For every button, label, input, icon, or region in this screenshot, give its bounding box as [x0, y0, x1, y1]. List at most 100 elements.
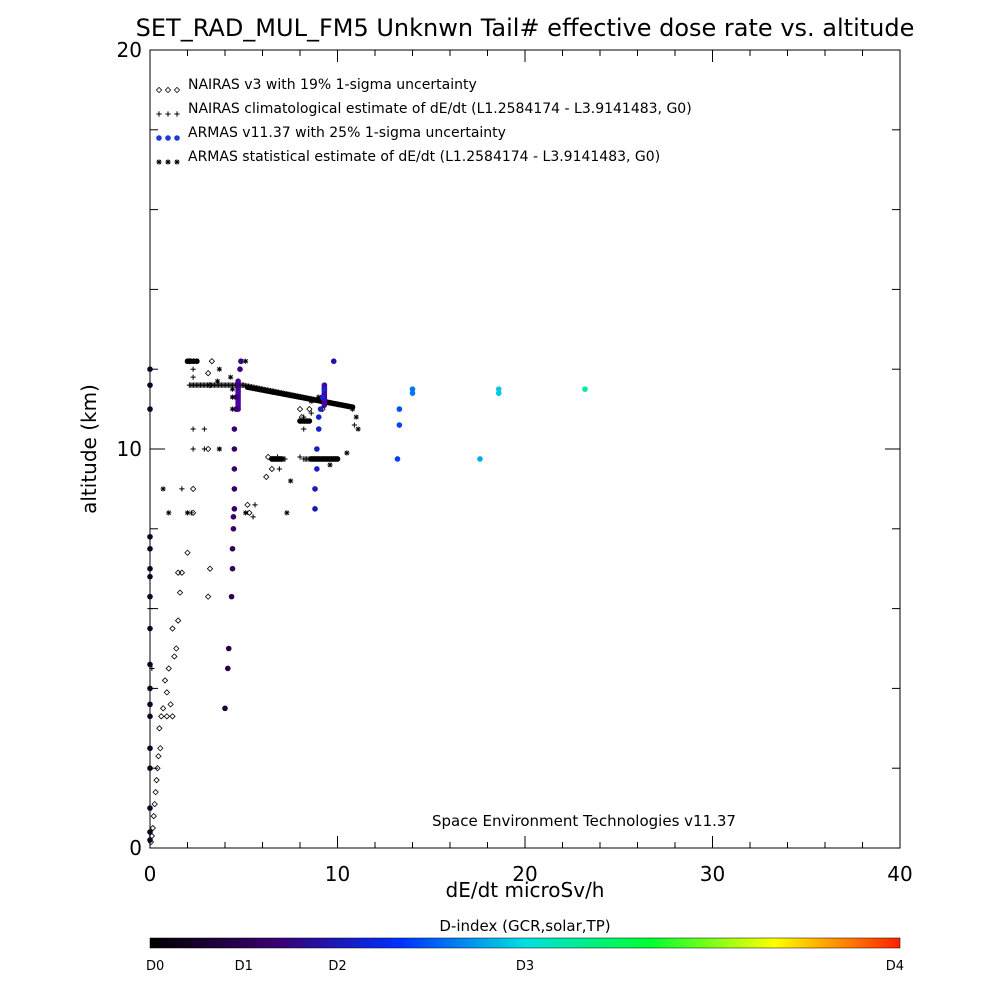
- data-point: [312, 506, 318, 512]
- data-point: [229, 394, 236, 400]
- x-tick-label: 30: [700, 862, 725, 886]
- data-point: [147, 829, 153, 835]
- data-point: [158, 713, 165, 720]
- data-point: [173, 645, 180, 652]
- data-point: [231, 466, 238, 472]
- data-point: [147, 701, 153, 708]
- data-point: [351, 422, 357, 428]
- data-point: [154, 765, 161, 772]
- data-point: [167, 701, 174, 708]
- data-point: [178, 569, 186, 576]
- data-point: [308, 410, 314, 416]
- legend-label: NAIRAS v3 with 19% 1-sigma uncertainty: [188, 77, 477, 93]
- data-point: [231, 446, 238, 452]
- legend-marker: [165, 159, 171, 165]
- data-point: [147, 745, 153, 752]
- data-point: [190, 446, 196, 452]
- data-point: [229, 565, 236, 572]
- data-point: [204, 370, 212, 377]
- legend-marker: [156, 111, 162, 117]
- data-point: [204, 445, 212, 453]
- data-point: [409, 386, 416, 392]
- data-point: [233, 406, 240, 412]
- legend-marker: [156, 159, 162, 165]
- legend-marker: [156, 135, 162, 141]
- data-point: [284, 510, 290, 516]
- data-point: [186, 358, 193, 365]
- data-point: [216, 366, 222, 372]
- data-point: [147, 406, 153, 412]
- trace-point: [321, 382, 328, 388]
- data-point: [147, 713, 153, 720]
- data-point: [225, 645, 232, 652]
- data-point: [165, 665, 172, 672]
- legend-label: NAIRAS climatological estimate of dE/dt …: [188, 101, 692, 117]
- data-point: [246, 509, 253, 517]
- x-tick-label: 40: [887, 862, 912, 886]
- data-point: [147, 573, 153, 580]
- data-point: [237, 366, 243, 373]
- data-point: [229, 406, 236, 412]
- data-point: [190, 366, 196, 372]
- plot-area: 0 10 20 30 40 0 10 20: [117, 38, 913, 886]
- data-point: [166, 510, 172, 516]
- data-point: [147, 837, 153, 843]
- data-point: [315, 414, 322, 420]
- data-point: [190, 374, 196, 380]
- axis-ticks: [149, 49, 901, 849]
- colorbar: [149, 937, 901, 949]
- chart-title: SET_RAD_MUL_FM5 Unknwn Tail# effective d…: [136, 14, 915, 42]
- data-point: [206, 565, 214, 572]
- legend-marker: [174, 159, 180, 165]
- legend-marker: [155, 86, 163, 94]
- data-point: [176, 589, 184, 596]
- data-point: [149, 665, 155, 672]
- data-point: [233, 394, 240, 400]
- data-point: [150, 812, 157, 820]
- legend: NAIRAS v3 with 19% 1-sigma uncertainty NA…: [155, 77, 692, 165]
- legend-marker: [173, 86, 181, 94]
- data-point: [147, 593, 153, 600]
- data-point: [208, 358, 216, 365]
- data-point: [231, 506, 238, 512]
- data-point: [160, 486, 166, 492]
- data-point: [327, 462, 333, 468]
- data-point: [296, 405, 304, 413]
- data-point: [317, 406, 324, 412]
- data-point: [297, 454, 303, 460]
- data-point: [230, 514, 237, 520]
- data-point: [152, 788, 159, 796]
- data-point: [174, 569, 182, 576]
- legend-marker: [174, 135, 180, 141]
- data-point: [161, 677, 169, 684]
- data-point: [243, 510, 249, 516]
- data-point: [495, 390, 502, 396]
- data-point: [147, 545, 153, 552]
- data-point: [174, 617, 182, 624]
- data-point: [231, 486, 238, 492]
- data-point: [204, 593, 212, 600]
- data-point: [216, 446, 222, 452]
- colorbar-label: D4: [886, 959, 904, 974]
- data-point: [184, 510, 191, 516]
- data-point: [301, 426, 307, 432]
- data-point: [147, 606, 153, 612]
- trace-point: [194, 358, 200, 365]
- x-axis-title: dE/dt microSv/h: [446, 878, 605, 902]
- data-point: [190, 426, 196, 432]
- data-point: [147, 805, 153, 811]
- colorbar-label: D0: [146, 959, 164, 974]
- data-point: [264, 453, 272, 461]
- data-point: [189, 485, 197, 493]
- colorbar-label: D2: [328, 959, 346, 974]
- data-marks: [147, 358, 588, 846]
- data-point: [147, 685, 153, 692]
- data-point: [301, 414, 307, 420]
- data-point: [147, 661, 153, 668]
- data-point: [169, 713, 176, 720]
- legend-marker: [174, 111, 180, 117]
- y-tick-label: 10: [117, 437, 142, 461]
- data-point: [288, 478, 294, 484]
- data-point: [263, 473, 270, 481]
